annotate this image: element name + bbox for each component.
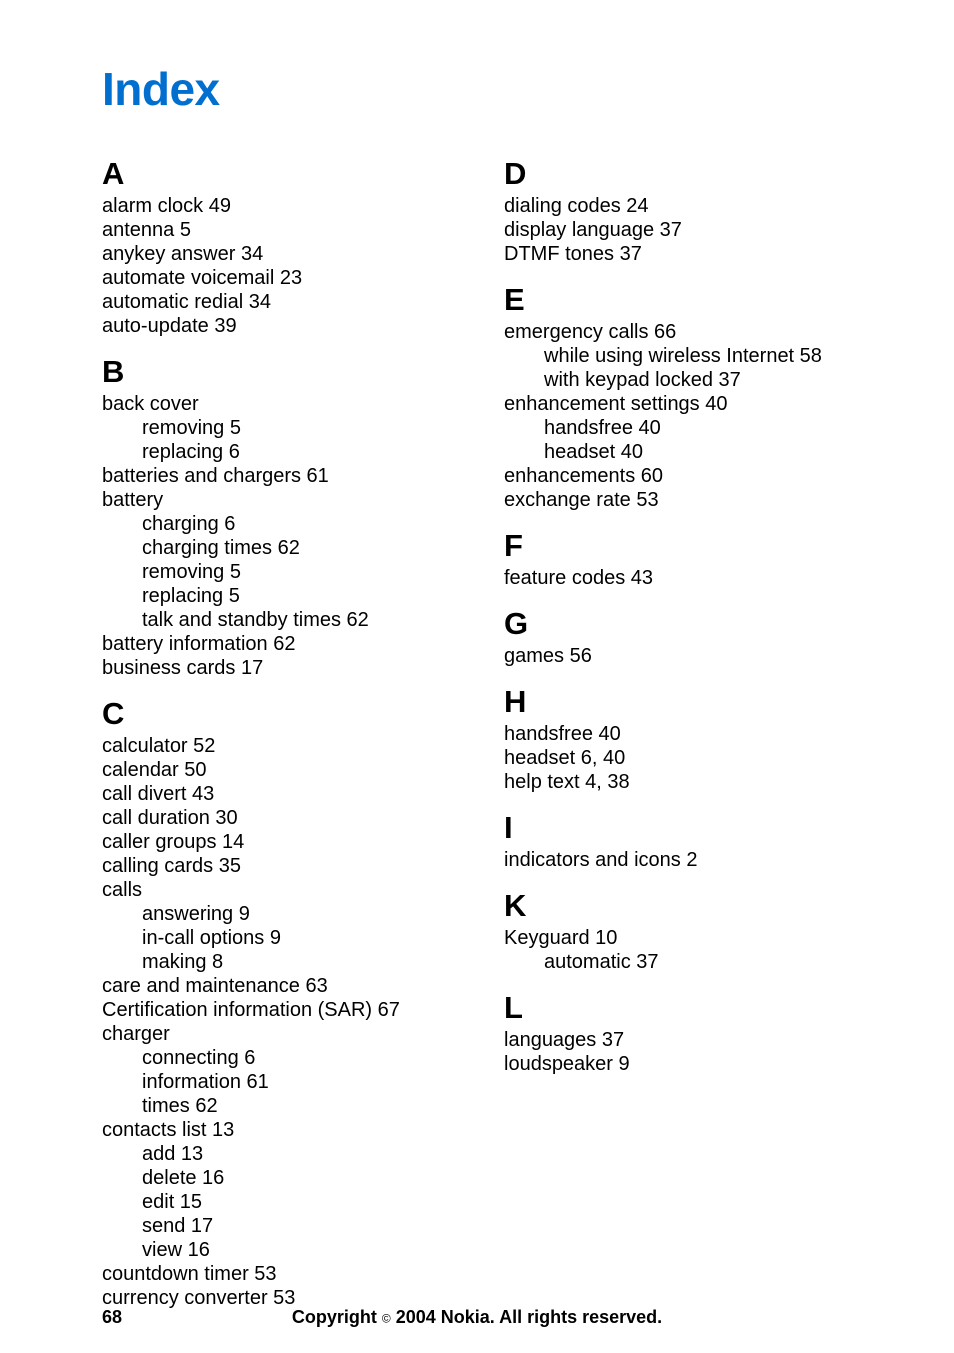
copyright-pre: Copyright bbox=[292, 1307, 382, 1327]
right-column: Ddialing codes 24display language 37DTMF… bbox=[504, 156, 866, 1310]
copyright-line: Copyright © 2004 Nokia. All rights reser… bbox=[0, 1307, 954, 1328]
index-subentry: information 61 bbox=[102, 1070, 464, 1094]
copyright-post: 2004 Nokia. All rights reserved. bbox=[391, 1307, 662, 1327]
index-entry: calendar 50 bbox=[102, 758, 464, 782]
index-entry: call divert 43 bbox=[102, 782, 464, 806]
copyright-symbol: © bbox=[382, 1311, 391, 1325]
index-entry: enhancements 60 bbox=[504, 464, 866, 488]
page-title: Index bbox=[102, 62, 866, 116]
index-entry: auto-update 39 bbox=[102, 314, 464, 338]
index-entry: exchange rate 53 bbox=[504, 488, 866, 512]
index-letter: I bbox=[504, 810, 866, 846]
index-subentry: times 62 bbox=[102, 1094, 464, 1118]
index-entry: calling cards 35 bbox=[102, 854, 464, 878]
index-entry: loudspeaker 9 bbox=[504, 1052, 866, 1076]
index-subentry: making 8 bbox=[102, 950, 464, 974]
index-subentry: connecting 6 bbox=[102, 1046, 464, 1070]
index-letter: C bbox=[102, 696, 464, 732]
index-entry: calls bbox=[102, 878, 464, 902]
index-subentry: removing 5 bbox=[102, 560, 464, 584]
index-letter: E bbox=[504, 282, 866, 318]
index-entry: care and maintenance 63 bbox=[102, 974, 464, 998]
index-entry: games 56 bbox=[504, 644, 866, 668]
index-entry: contacts list 13 bbox=[102, 1118, 464, 1142]
index-letter: D bbox=[504, 156, 866, 192]
index-entry: Certification information (SAR) 67 bbox=[102, 998, 464, 1022]
index-entry: headset 6, 40 bbox=[504, 746, 866, 770]
index-page: Index Aalarm clock 49antenna 5anykey ans… bbox=[0, 0, 954, 1353]
index-entry: business cards 17 bbox=[102, 656, 464, 680]
left-column: Aalarm clock 49antenna 5anykey answer 34… bbox=[102, 156, 464, 1310]
index-subentry: automatic 37 bbox=[504, 950, 866, 974]
index-entry: battery bbox=[102, 488, 464, 512]
index-subentry: handsfree 40 bbox=[504, 416, 866, 440]
index-subentry: with keypad locked 37 bbox=[504, 368, 866, 392]
index-subentry: in-call options 9 bbox=[102, 926, 464, 950]
index-subentry: removing 5 bbox=[102, 416, 464, 440]
index-entry: call duration 30 bbox=[102, 806, 464, 830]
index-entry: indicators and icons 2 bbox=[504, 848, 866, 872]
index-subentry: talk and standby times 62 bbox=[102, 608, 464, 632]
index-letter: K bbox=[504, 888, 866, 924]
index-entry: caller groups 14 bbox=[102, 830, 464, 854]
index-entry: countdown timer 53 bbox=[102, 1262, 464, 1286]
index-entry: emergency calls 66 bbox=[504, 320, 866, 344]
index-subentry: replacing 5 bbox=[102, 584, 464, 608]
index-letter: G bbox=[504, 606, 866, 642]
index-entry: battery information 62 bbox=[102, 632, 464, 656]
index-entry: batteries and chargers 61 bbox=[102, 464, 464, 488]
index-letter: B bbox=[102, 354, 464, 390]
index-subentry: delete 16 bbox=[102, 1166, 464, 1190]
index-subentry: charging times 62 bbox=[102, 536, 464, 560]
index-subentry: view 16 bbox=[102, 1238, 464, 1262]
index-entry: Keyguard 10 bbox=[504, 926, 866, 950]
index-entry: antenna 5 bbox=[102, 218, 464, 242]
index-entry: back cover bbox=[102, 392, 464, 416]
index-entry: handsfree 40 bbox=[504, 722, 866, 746]
index-entry: languages 37 bbox=[504, 1028, 866, 1052]
index-entry: DTMF tones 37 bbox=[504, 242, 866, 266]
index-letter: A bbox=[102, 156, 464, 192]
index-entry: alarm clock 49 bbox=[102, 194, 464, 218]
index-letter: F bbox=[504, 528, 866, 564]
index-subentry: headset 40 bbox=[504, 440, 866, 464]
index-subentry: edit 15 bbox=[102, 1190, 464, 1214]
index-letter: H bbox=[504, 684, 866, 720]
index-subentry: add 13 bbox=[102, 1142, 464, 1166]
index-subentry: charging 6 bbox=[102, 512, 464, 536]
index-entry: anykey answer 34 bbox=[102, 242, 464, 266]
index-subentry: answering 9 bbox=[102, 902, 464, 926]
index-entry: feature codes 43 bbox=[504, 566, 866, 590]
index-entry: dialing codes 24 bbox=[504, 194, 866, 218]
index-entry: help text 4, 38 bbox=[504, 770, 866, 794]
index-entry: automatic redial 34 bbox=[102, 290, 464, 314]
index-entry: charger bbox=[102, 1022, 464, 1046]
index-columns: Aalarm clock 49antenna 5anykey answer 34… bbox=[102, 156, 866, 1310]
index-letter: L bbox=[504, 990, 866, 1026]
index-subentry: replacing 6 bbox=[102, 440, 464, 464]
index-subentry: send 17 bbox=[102, 1214, 464, 1238]
index-subentry: while using wireless Internet 58 bbox=[504, 344, 866, 368]
index-entry: display language 37 bbox=[504, 218, 866, 242]
index-entry: enhancement settings 40 bbox=[504, 392, 866, 416]
index-entry: calculator 52 bbox=[102, 734, 464, 758]
index-entry: automate voicemail 23 bbox=[102, 266, 464, 290]
